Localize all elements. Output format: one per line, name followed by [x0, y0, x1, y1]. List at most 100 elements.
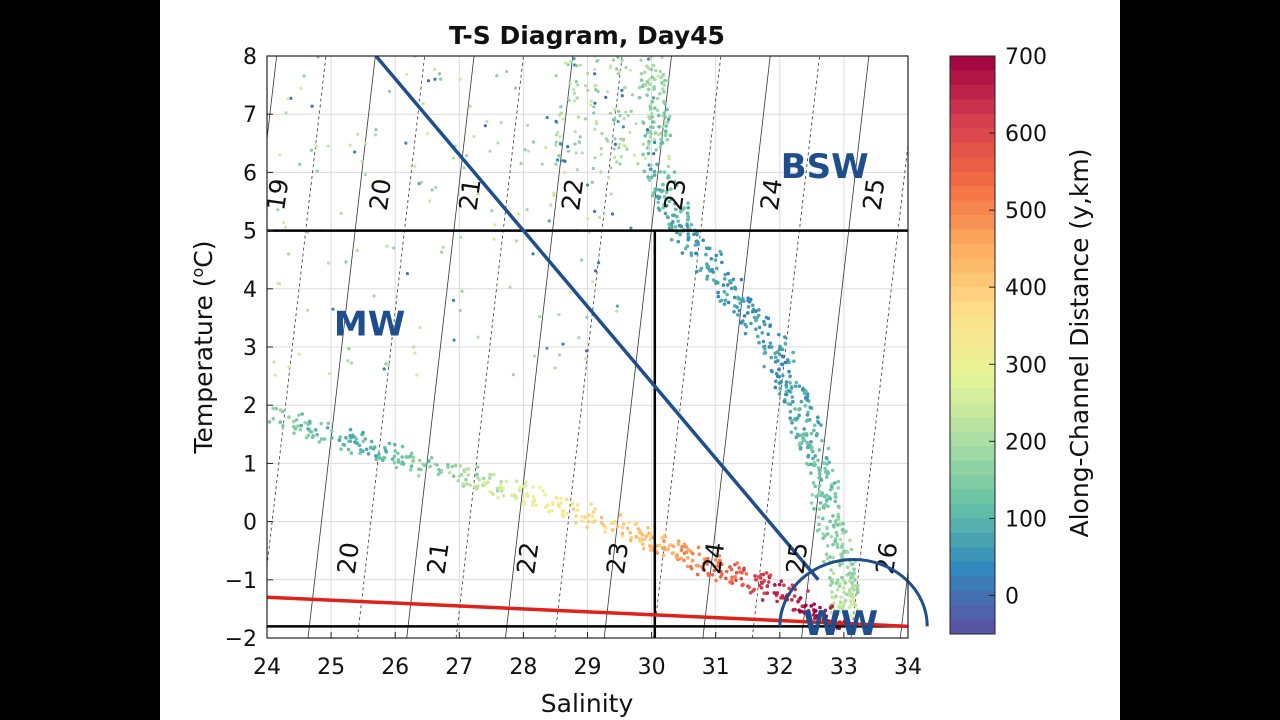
data-point: [773, 360, 778, 364]
data-point: [667, 154, 671, 158]
data-point: [647, 139, 651, 144]
data-point: [702, 561, 707, 566]
x-tick-label: 30: [638, 655, 666, 680]
data-point: [777, 367, 781, 372]
data-point: [309, 148, 314, 152]
data-point: [609, 521, 614, 526]
data-point: [364, 141, 368, 145]
data-point: [562, 170, 566, 174]
data-point: [669, 237, 674, 242]
data-point: [649, 125, 653, 129]
data-point: [805, 397, 809, 402]
data-point: [840, 528, 845, 532]
data-point: [685, 211, 690, 216]
data-point: [716, 294, 721, 299]
data-point: [641, 152, 645, 157]
data-point: [374, 454, 378, 458]
data-point: [724, 569, 729, 574]
data-point: [576, 115, 580, 119]
data-point: [575, 508, 580, 512]
data-point: [310, 435, 315, 439]
data-point: [813, 609, 818, 613]
data-point: [827, 460, 832, 465]
data-point: [369, 439, 374, 444]
data-point: [792, 359, 796, 364]
data-point: [721, 283, 726, 287]
data-point: [564, 497, 569, 502]
data-point: [702, 557, 707, 561]
data-point: [650, 112, 654, 116]
data-point: [283, 225, 288, 229]
data-point: [732, 295, 737, 300]
data-point: [592, 111, 596, 115]
colorbar-segment: [950, 532, 995, 548]
data-point: [618, 513, 623, 517]
colorbar-frame: [949, 55, 996, 635]
data-point: [836, 523, 840, 527]
data-point: [738, 570, 743, 574]
data-point: [838, 537, 843, 542]
data-point: [780, 594, 785, 598]
data-point: [310, 104, 314, 108]
data-point: [295, 424, 300, 428]
data-point: [791, 350, 795, 355]
data-point: [609, 192, 613, 196]
data-point: [382, 367, 386, 371]
data-point: [419, 180, 423, 184]
isopycnal-label-lower: 25: [780, 540, 813, 576]
data-point: [784, 392, 789, 397]
data-point: [421, 462, 426, 467]
data-point: [658, 92, 662, 96]
data-point: [612, 155, 617, 160]
data-point: [739, 321, 744, 325]
data-point: [789, 430, 794, 434]
data-point: [517, 488, 522, 493]
data-point: [665, 107, 669, 112]
data-point: [331, 307, 335, 311]
data-point: [801, 432, 806, 436]
data-point: [757, 340, 761, 345]
data-point: [719, 298, 724, 303]
data-point: [574, 514, 578, 518]
data-point: [488, 472, 492, 477]
data-point: [304, 436, 309, 440]
data-point: [848, 538, 852, 543]
data-point: [838, 600, 843, 605]
data-point: [547, 509, 551, 514]
data-point: [276, 208, 280, 212]
data-point: [834, 609, 839, 613]
data-point: [742, 299, 746, 304]
colorbar-segment: [950, 446, 995, 462]
data-point: [835, 587, 840, 592]
data-point: [348, 143, 352, 147]
data-point: [561, 514, 566, 518]
data-point: [620, 531, 625, 536]
data-point: [657, 543, 662, 547]
data-point: [510, 493, 514, 498]
data-point: [819, 423, 823, 427]
data-point: [538, 315, 542, 319]
data-point: [413, 351, 417, 355]
data-point: [695, 239, 699, 244]
data-point: [695, 232, 699, 237]
data-point: [392, 460, 397, 465]
data-point: [675, 553, 679, 557]
data-point: [595, 59, 599, 63]
data-point: [789, 418, 794, 423]
x-axis-ticks: 24 25 26 27 28 29 30 31 32 33 34: [253, 632, 922, 680]
data-point: [769, 355, 773, 360]
data-point: [614, 309, 619, 313]
data-point: [809, 440, 813, 444]
data-point: [576, 83, 580, 87]
data-point: [652, 169, 657, 174]
data-point: [824, 614, 829, 619]
data-point: [777, 381, 782, 385]
data-point: [830, 468, 835, 473]
data-point: [753, 574, 757, 578]
data-point: [649, 175, 654, 179]
data-point: [640, 533, 645, 537]
data-point: [526, 149, 530, 153]
data-point: [557, 154, 562, 158]
data-point: [652, 152, 656, 156]
data-point: [594, 83, 599, 87]
